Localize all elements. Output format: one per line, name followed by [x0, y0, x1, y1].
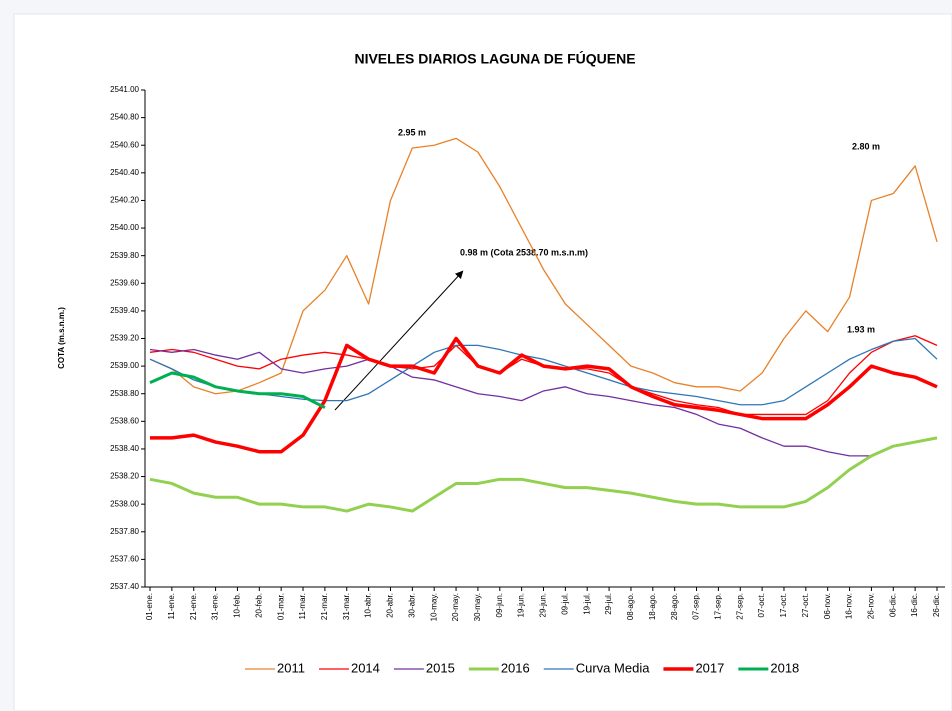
y-tick-label: 2540.60 — [110, 140, 139, 149]
arrow — [334, 270, 464, 411]
legend-label: 2014 — [351, 660, 380, 675]
y-tick-label: 2539.00 — [110, 361, 139, 370]
series-line — [149, 137, 938, 395]
annotation: 0.98 m (Cota 2538.70 m.s.n.m) — [460, 247, 588, 257]
x-tick-label: 07-sep. — [692, 593, 701, 620]
x-tick-label: 01-ene. — [145, 593, 154, 620]
legend-label: 2015 — [426, 660, 455, 675]
x-tick-label: 11-ene. — [167, 593, 176, 620]
x-tick-label: 31-mar. — [342, 593, 351, 620]
x-tick-label: 21-mar. — [320, 593, 329, 620]
series-line — [149, 348, 872, 457]
x-tick-label: 19-jun. — [517, 593, 526, 617]
y-tick-label: 2538.40 — [110, 444, 139, 453]
y-tick-label: 2538.60 — [110, 416, 139, 425]
x-tick-label: 20-may. — [451, 593, 460, 621]
y-tick-label: 2541.00 — [110, 85, 139, 94]
x-tick-label: 06-dic. — [888, 593, 897, 617]
x-tick-label: 10-abr. — [364, 593, 373, 618]
x-tick-label: 10-feb. — [233, 593, 242, 618]
x-tick-label: 26-nov. — [867, 593, 876, 619]
x-tick-label: 17-oct. — [779, 593, 788, 617]
series-line — [149, 371, 326, 409]
x-tick-label: 01-mar. — [276, 593, 285, 620]
x-tick-label: 30-abr. — [407, 593, 416, 618]
x-tick-label: 28-ago. — [670, 593, 679, 620]
legend-label: 2017 — [695, 660, 724, 675]
x-tick-label: 20-abr. — [386, 593, 395, 618]
x-tick-label: 31-ene. — [211, 593, 220, 620]
y-tick-label: 2537.40 — [110, 582, 139, 591]
x-tick-label: 26-dic. — [932, 593, 941, 617]
x-tick-label: 29-jun. — [539, 593, 548, 617]
x-tick-label: 20-feb. — [254, 593, 263, 618]
x-tick-label: 27-sep. — [735, 593, 744, 620]
x-tick-label: 08-ago. — [626, 593, 635, 620]
series-line — [149, 436, 938, 513]
y-tick-label: 2539.40 — [110, 306, 139, 315]
x-tick-label: 30-may. — [473, 593, 482, 621]
legend-label: 2018 — [770, 660, 799, 675]
x-tick-label: 11-mar. — [298, 593, 307, 620]
y-tick-label: 2540.80 — [110, 113, 139, 122]
x-tick-label: 09-jun. — [495, 593, 504, 617]
x-tick-label: 17-sep. — [713, 593, 722, 620]
series-line — [150, 336, 938, 454]
x-tick-label: 29-jul. — [604, 593, 613, 615]
series-line — [149, 337, 938, 406]
chart-title: NIVELES DIARIOS LAGUNA DE FÚQUENE — [354, 50, 635, 67]
y-tick-label: 2540.00 — [110, 223, 139, 232]
legend-label: 2016 — [501, 660, 530, 675]
annotation: 2.80 m — [852, 141, 880, 151]
y-tick-label: 2540.20 — [110, 196, 139, 205]
x-tick-label: 06-nov. — [823, 593, 832, 619]
x-tick-label: 07-oct. — [757, 593, 766, 617]
y-tick-label: 2537.60 — [110, 554, 139, 563]
x-tick-label: 19-jul. — [582, 593, 591, 615]
y-tick-label: 2538.00 — [110, 499, 139, 508]
legend-label: 2011 — [277, 660, 305, 675]
x-tick-label: 18-ago. — [648, 593, 657, 620]
x-tick-label: 16-nov. — [845, 593, 854, 619]
chart-panel — [13, 13, 952, 711]
x-tick-label: 10-may. — [429, 593, 438, 621]
x-tick-label: 27-oct. — [801, 593, 810, 617]
legend-label: Curva Media — [576, 660, 650, 675]
y-tick-label: 2539.20 — [110, 334, 139, 343]
y-axis-label: COTA (m.s.n.m.) — [57, 307, 66, 369]
y-tick-label: 2540.40 — [110, 168, 139, 177]
y-tick-label: 2537.80 — [110, 527, 139, 536]
x-tick-label: 09-jul. — [560, 593, 569, 615]
y-tick-label: 2538.20 — [110, 472, 139, 481]
x-tick-label: 16-dic. — [910, 593, 919, 617]
x-tick-label: 21-ene. — [189, 593, 198, 620]
y-tick-label: 2538.80 — [110, 389, 139, 398]
annotation: 1.93 m — [847, 324, 875, 334]
y-tick-label: 2539.60 — [110, 278, 139, 287]
annotation: 2.95 m — [398, 127, 426, 137]
y-tick-label: 2539.80 — [110, 251, 139, 260]
